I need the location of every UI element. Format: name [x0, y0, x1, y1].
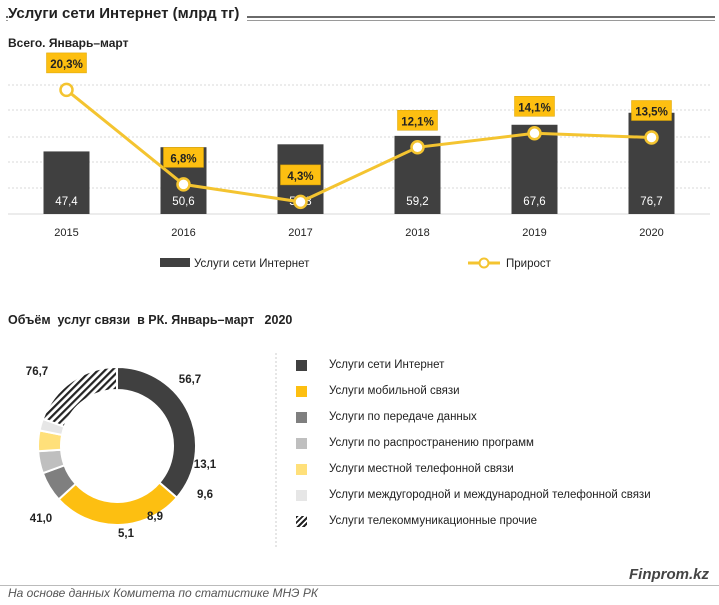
legend-label: Услуги телекоммуникационные прочие — [329, 515, 538, 527]
legend-item: Услуги по распространению программ — [296, 436, 534, 450]
slice-value-label: 5,1 — [118, 528, 135, 540]
title-row: Услуги сети Интернет (млрд тг) — [6, 4, 715, 28]
growth-label: 13,5% — [635, 107, 668, 119]
legend-swatch — [296, 385, 307, 397]
growth-label-box — [163, 147, 204, 168]
bar — [43, 151, 90, 214]
slice-value-label: 41,0 — [30, 513, 52, 525]
legend-bar-label: Услуги сети Интернет — [194, 258, 310, 270]
page-title: Услуги сети Интернет (млрд тг) — [8, 5, 248, 22]
bar-chart-subtitle: Всего. Январь–март — [8, 36, 129, 50]
legend-bar-swatch — [160, 258, 190, 267]
bar — [628, 112, 675, 214]
growth-point — [410, 140, 425, 155]
growth-label-box — [397, 110, 438, 131]
legend-swatch — [296, 411, 307, 423]
slice-value-label: 56,7 — [179, 374, 201, 386]
title-rule-thin — [6, 20, 715, 21]
growth-point — [527, 126, 542, 141]
growth-label: 4,3% — [287, 171, 313, 183]
x-tick-label: 2020 — [639, 227, 663, 239]
donut-slice — [116, 365, 197, 500]
legend-label: Услуги по распространению программ — [329, 437, 534, 449]
bar-value-label: 76,7 — [640, 196, 662, 208]
x-tick-label: 2015 — [54, 227, 78, 239]
legend-label: Услуги междугородной и международной тел… — [329, 489, 651, 501]
growth-label-box — [280, 164, 321, 186]
legend-swatch — [296, 359, 307, 371]
footer-rule — [0, 585, 719, 586]
x-tick-label: 2017 — [288, 227, 312, 239]
growth-line — [65, 88, 652, 204]
bar-value-label: 67,6 — [523, 196, 545, 208]
slice-value-label: 9,6 — [197, 489, 213, 501]
growth-label: 12,1% — [401, 116, 434, 128]
title-rule — [6, 16, 715, 18]
growth-label-box — [46, 52, 87, 74]
slice-value-label: 8,9 — [147, 511, 163, 523]
legend-label: Услуги местной телефонной связи — [329, 463, 514, 475]
legend-swatch — [296, 489, 307, 501]
growth-label: 14,1% — [518, 102, 551, 114]
legend-line-marker — [478, 257, 490, 269]
legend-label: Услуги мобильной связи — [329, 385, 460, 397]
legend-label: Услуги сети Интернет — [329, 359, 445, 371]
growth-point — [293, 194, 308, 210]
x-tick-label: 2018 — [405, 227, 429, 239]
growth-point — [644, 130, 659, 145]
legend-item: Услуги мобильной связи — [296, 384, 460, 398]
legend-swatch — [296, 437, 307, 449]
legend-item: Услуги сети Интернет — [296, 358, 444, 372]
legend-item: Услуги по передаче данных — [296, 410, 477, 424]
legend-item: Услуги телекоммуникационные прочие — [296, 514, 537, 528]
slice-value-label: 13,1 — [194, 459, 217, 471]
growth-point — [59, 82, 74, 98]
growth-label: 6,8% — [170, 153, 196, 165]
x-tick-label: 2019 — [522, 227, 546, 239]
growth-label: 20,3% — [50, 59, 83, 71]
bar-value-label: 59,2 — [406, 196, 428, 208]
legend-swatch — [296, 515, 307, 527]
growth-label-box — [631, 100, 672, 121]
legend-swatch — [296, 463, 307, 475]
bar-value-label: 50,6 — [172, 196, 194, 208]
growth-label-box — [514, 96, 555, 117]
growth-point — [176, 177, 191, 192]
donut-chart-subtitle: Объём услуг связи в РК. Январь–март 2020 — [8, 313, 293, 327]
x-tick-label: 2016 — [171, 227, 195, 239]
brand-logo: Finprom.kz — [628, 566, 709, 583]
source-note: На основе данных Комитета по статистике … — [8, 586, 318, 600]
legend-label: Услуги по передаче данных — [329, 411, 477, 423]
legend-line-label: Прирост — [506, 258, 552, 270]
legend-item: Услуги местной телефонной связи — [296, 462, 514, 476]
bar-line-chart: 47,4201550,6201652,8201759,2201867,62019… — [8, 52, 710, 270]
legend-item: Услуги междугородной и международной тел… — [296, 488, 651, 502]
bar-value-label: 47,4 — [55, 196, 78, 208]
donut-slice — [41, 365, 118, 429]
slice-value-label: 76,7 — [26, 366, 48, 378]
